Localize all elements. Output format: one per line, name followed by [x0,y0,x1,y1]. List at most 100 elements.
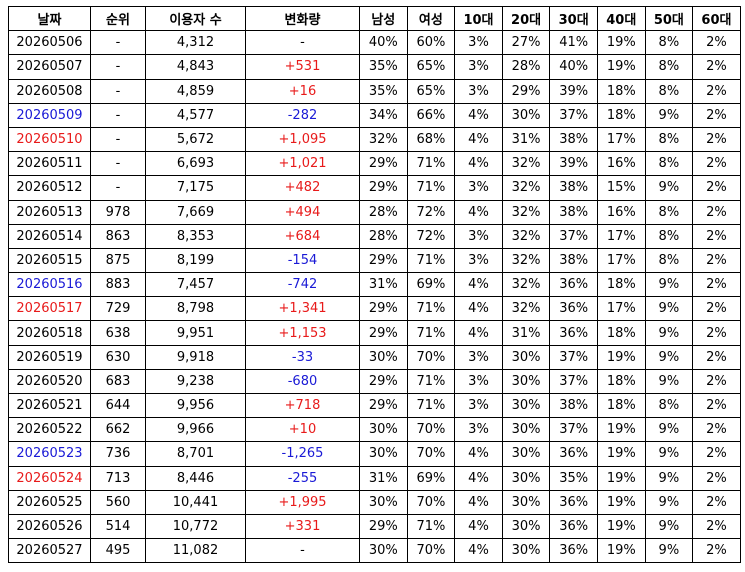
data-row: 20260513 978 7,669 +494 28% 72% 4% 32% 38% 16% 8% 2… [8,199,741,225]
data-cell: 28% [359,199,408,225]
change-cell: +1,021 [245,151,360,177]
data-row: 20260523 736 8,701 -1,265 30% 70% 4% 30% 36% 19% 9… [8,441,741,467]
data-cell: 19% [596,30,646,56]
change-cell: +16 [245,78,360,104]
change-cell: +684 [245,223,360,249]
data-cell: 4% [454,151,503,177]
data-cell: 875 [90,247,146,274]
data-cell: 978 [90,199,146,225]
data-row: 20260521 644 9,956 +718 29% 71% 3% 30% 38% 18% 8% 2… [8,392,741,419]
data-cell: - [90,30,146,56]
data-cell: 41% [549,30,598,56]
data-cell: - [90,78,146,104]
data-cell: 2% [692,175,741,201]
data-cell: 2% [692,296,741,322]
date-cell: 20260520 [8,368,91,395]
data-cell: 3% [454,30,503,56]
data-cell: 2% [692,247,741,274]
data-cell: 17% [596,296,646,322]
data-cell: 18% [596,320,646,346]
header-cell: 30대 [549,5,598,32]
data-cell: 4,859 [145,78,246,104]
data-cell: 18% [596,78,646,104]
data-row: 20260515 875 8,199 -154 29% 71% 3% 32% 38% 17% 8% 2… [8,247,741,274]
data-cell: 31% [359,272,408,298]
data-cell: 7,457 [145,272,246,298]
data-cell: 30% [359,344,408,370]
data-cell: 36% [549,272,598,298]
data-cell: 9,951 [145,320,246,346]
date-cell: 20260516 [8,272,91,298]
data-cell: 4% [454,465,503,491]
data-cell: 28% [501,54,551,80]
change-cell: +494 [245,199,360,225]
data-cell: 30% [501,392,551,419]
data-cell: 69% [406,465,456,491]
data-cell: 38% [549,247,598,274]
data-cell: 560 [90,489,146,515]
data-cell: 34% [359,102,408,128]
data-cell: 40% [549,54,598,80]
data-cell: 9% [644,320,694,346]
date-cell: 20260510 [8,126,91,153]
data-cell: - [90,54,146,80]
data-cell: 3% [454,368,503,395]
data-cell: 68% [406,126,456,153]
data-row: 20260507-4,843 +531 35% 65% 3% 28% 40% 19% 8% 2% [8,54,741,80]
data-cell: 30% [501,513,551,540]
data-cell: 38% [549,392,598,419]
data-cell: 4,843 [145,54,246,80]
data-cell: 30% [501,441,551,467]
data-cell: 35% [549,465,598,491]
data-cell: 713 [90,465,146,491]
data-cell: 9,918 [145,344,246,370]
data-cell: 70% [406,344,456,370]
data-cell: 8,446 [145,465,246,491]
data-row: 20260506-4,312-40% 60% 3% 27% 41% 19% 8% 2% [8,30,741,56]
data-cell: 38% [549,126,598,153]
header-cell: 60대 [692,5,741,32]
data-cell: 19% [596,54,646,80]
date-cell: 20260518 [8,320,91,346]
data-cell: 38% [549,175,598,201]
data-cell: 495 [90,538,146,564]
data-cell: 638 [90,320,146,346]
data-cell: 71% [406,320,456,346]
data-row: 20260525 560 10,441 +1,995 30% 70% 4% 30% 36% 19%… [8,489,741,515]
change-cell: -680 [245,368,360,395]
date-cell: 20260511 [8,151,91,177]
data-cell: 27% [501,30,551,56]
data-cell: 2% [692,344,741,370]
data-cell: 28% [359,223,408,249]
data-cell: 17% [596,223,646,249]
header-cell: 변화량 [245,5,360,32]
data-cell: 19% [596,513,646,540]
header-cell: 순위 [90,5,146,32]
data-cell: 39% [549,78,598,104]
header-cell: 날짜 [8,5,91,32]
data-cell: 8% [644,54,694,80]
date-cell: 20260524 [8,465,91,491]
data-cell: 30% [501,489,551,515]
data-cell: 30% [501,102,551,128]
change-cell: +482 [245,175,360,201]
data-cell: - [90,126,146,153]
data-cell: 3% [454,247,503,274]
data-cell: 729 [90,296,146,322]
data-cell: 9% [644,513,694,540]
data-cell: 36% [549,538,598,564]
data-row: 20260508-4,859 +16 35% 65% 3% 29% 39% 18% 8% 2% [8,78,741,104]
data-row: 20260522 662 9,966 +10 30% 70% 3% 30% 37% 19% 9% 2% [8,417,741,443]
data-cell: 16% [596,199,646,225]
data-cell: 7,669 [145,199,246,225]
data-cell: 883 [90,272,146,298]
data-cell: 37% [549,223,598,249]
data-cell: 3% [454,344,503,370]
data-cell: 31% [501,320,551,346]
data-cell: 29% [501,78,551,104]
data-cell: 2% [692,538,741,564]
data-cell: 35% [359,78,408,104]
data-cell: 4% [454,272,503,298]
data-cell: 37% [549,344,598,370]
data-cell: 8,798 [145,296,246,322]
